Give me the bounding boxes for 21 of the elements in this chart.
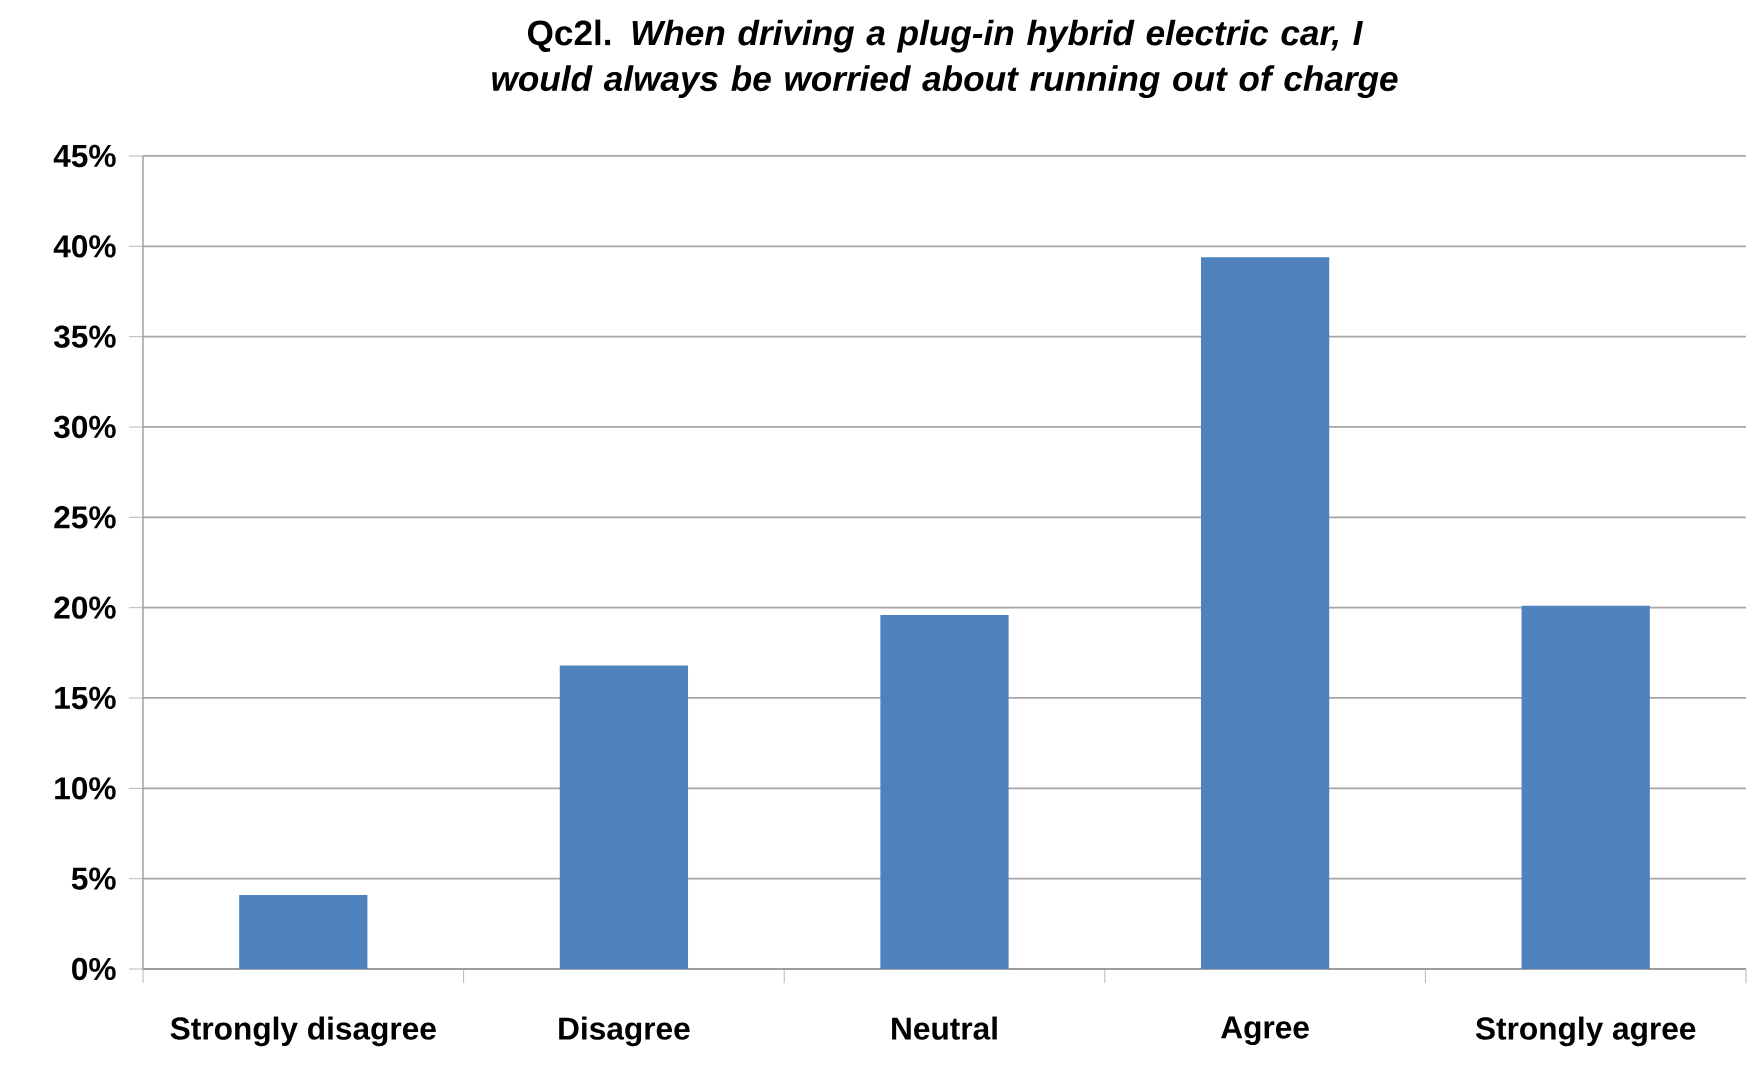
x-tick-label: Strongly disagree [170,1016,436,1047]
bar [1521,605,1650,969]
x-tick-label: Strongly agree [1475,1016,1696,1047]
x-tick-label: Agree [1221,1016,1309,1046]
chart-title: Qc2l. When driving a plug-in hybrid electric car, I would always be worried about running out of charge [492,19,1398,99]
y-tick-label: 25% [54,506,116,529]
bar [880,614,1009,969]
bar [1200,257,1330,969]
bar [559,665,689,969]
y-tick-label: 10% [55,777,116,800]
bar [239,894,368,969]
x-tick-label: Neutral [892,1016,997,1040]
y-tick-label: 40% [53,235,116,258]
y-tick-label: 5% [71,867,116,890]
x-tick-label: Disagree [559,1016,690,1047]
y-tick-label: 45% [53,144,116,168]
y-tick-label: 0% [72,957,116,981]
y-tick-label: 35% [53,325,116,348]
y-tick-label: 15% [55,686,116,710]
y-tick-label: 20% [54,596,116,619]
y-tick-label: 30% [53,415,116,439]
